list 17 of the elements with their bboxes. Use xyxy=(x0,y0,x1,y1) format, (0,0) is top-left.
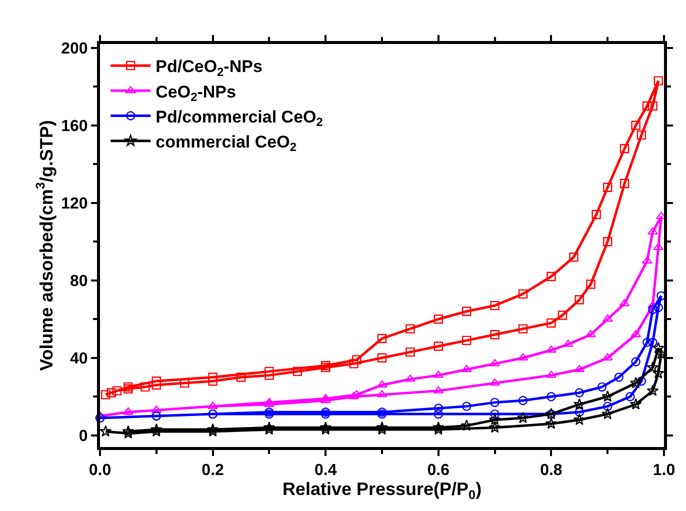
legend-label: commercial CeO$_{2}$ xyxy=(156,132,297,154)
y-tick-label: 200 xyxy=(61,40,88,58)
x-tick-label: 1.0 xyxy=(652,462,676,480)
y-tick-label: 80 xyxy=(70,272,88,290)
legend-label: CeO$_{2}$-NPs xyxy=(156,82,236,104)
x-tick-label: 0.4 xyxy=(314,462,337,480)
y-tick-label: 120 xyxy=(61,195,88,212)
legend-label: Pd/commercial CeO$_{2}$ xyxy=(156,107,324,129)
y-tick-label: 40 xyxy=(70,350,88,368)
y-tick-label: 160 xyxy=(61,118,88,135)
x-tick-label: 0.2 xyxy=(202,462,224,480)
legend-label: Pd/CeO$_{2}$-NPs xyxy=(156,57,262,79)
x-tick-label: 0.0 xyxy=(88,462,112,480)
x-axis-title: Relative Pressure(P/P$_{0}$) xyxy=(282,479,482,502)
x-tick-label: 0.6 xyxy=(427,462,450,480)
y-tick-label: 0 xyxy=(78,428,88,445)
x-tick-label: 0.8 xyxy=(540,462,562,480)
